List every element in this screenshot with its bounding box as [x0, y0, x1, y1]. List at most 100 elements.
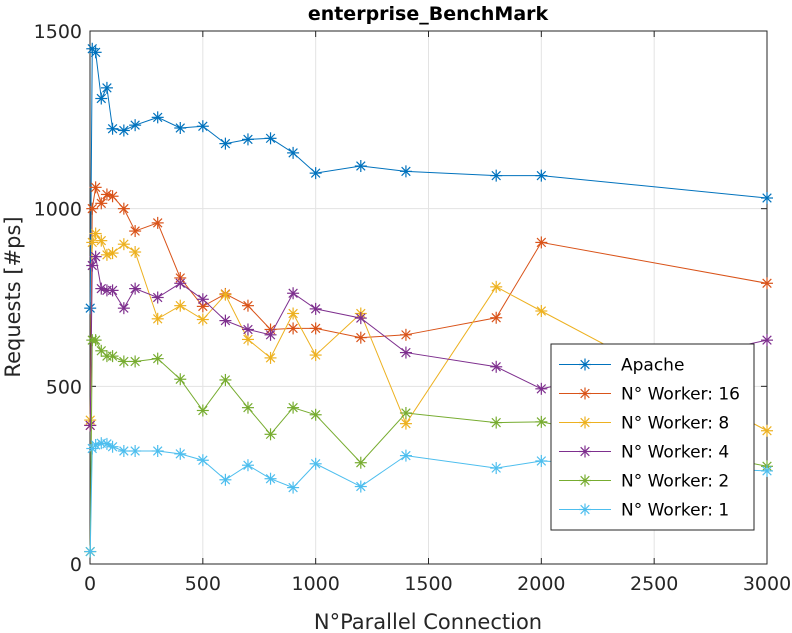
legend-label: Apache [621, 356, 684, 376]
data-point-marker [151, 445, 164, 458]
legend-item: N° Worker: 2 [559, 472, 729, 492]
data-point-marker [399, 328, 412, 341]
data-point-marker [151, 216, 164, 229]
x-tick-label: 2000 [517, 573, 565, 595]
data-point-marker [287, 287, 300, 300]
data-point-marker [309, 302, 322, 315]
series-3 [84, 250, 773, 432]
data-point-marker [579, 445, 591, 458]
data-point-marker [579, 358, 591, 371]
data-point-marker [106, 247, 119, 260]
data-point-marker [129, 225, 142, 238]
data-point-marker [89, 46, 102, 59]
data-point-marker [761, 192, 773, 205]
data-point-marker [354, 331, 367, 344]
data-point-marker [174, 299, 187, 312]
axis-ticks: 0 500 1000 1500 2000 2500 3000 0 500 1000 1500 [34, 21, 792, 595]
data-point-marker [354, 480, 367, 493]
data-point-marker [287, 481, 300, 494]
data-point-marker [151, 312, 164, 325]
data-point-marker [399, 449, 412, 462]
data-point-marker [354, 456, 367, 469]
data-point-marker [761, 464, 773, 477]
data-point-marker [196, 120, 209, 133]
data-point-marker [241, 459, 254, 472]
data-point-marker [354, 160, 367, 173]
x-tick-label: 2500 [630, 573, 678, 595]
data-point-marker [95, 197, 108, 210]
legend-box [550, 343, 755, 531]
data-point-marker [219, 314, 232, 327]
data-point-marker [399, 406, 412, 419]
series-group [84, 42, 773, 558]
data-point-marker [579, 474, 591, 487]
data-point-marker [106, 122, 119, 135]
x-tick-label: 1500 [404, 573, 452, 595]
data-point-marker [89, 250, 102, 263]
data-point-marker [309, 349, 322, 362]
data-point-marker [117, 445, 130, 458]
data-point-marker [309, 408, 322, 421]
data-point-marker [579, 416, 591, 429]
data-point-marker [174, 373, 187, 386]
data-point-marker [117, 302, 130, 315]
data-point-marker [151, 352, 164, 365]
data-point-marker [106, 190, 119, 203]
data-point-marker [490, 360, 503, 373]
data-point-marker [89, 181, 102, 194]
data-point-marker [196, 293, 209, 306]
legend-label: N° Worker: 8 [621, 414, 729, 434]
data-point-marker [129, 119, 142, 132]
data-point-marker [89, 438, 102, 451]
data-point-marker [287, 307, 300, 320]
data-point-marker [84, 419, 97, 432]
data-point-marker [219, 137, 232, 150]
data-point-marker [761, 277, 773, 290]
data-point-marker [106, 284, 119, 297]
data-point-marker [86, 259, 99, 272]
data-point-marker [535, 305, 548, 318]
y-tick-label: 1000 [34, 199, 82, 221]
data-point-marker [490, 416, 503, 429]
x-axis-label: N°Parallel Connection [314, 610, 542, 633]
data-point-marker [579, 387, 591, 400]
data-point-marker [309, 457, 322, 470]
legend-label: N° Worker: 16 [621, 385, 740, 405]
data-point-marker [535, 169, 548, 182]
y-tick-label: 0 [70, 554, 82, 576]
data-point-marker [174, 277, 187, 290]
legend-item: N° Worker: 1 [559, 501, 729, 521]
series-0 [84, 42, 773, 315]
data-point-marker [219, 373, 232, 386]
data-point-marker [117, 355, 130, 368]
x-tick-label: 3000 [743, 573, 791, 595]
data-point-marker [241, 401, 254, 414]
data-point-marker [106, 440, 119, 453]
data-point-marker [129, 445, 142, 458]
data-point-marker [86, 202, 99, 215]
data-point-marker [117, 202, 130, 215]
data-point-marker [490, 169, 503, 182]
data-point-marker [579, 503, 591, 516]
data-point-marker [241, 133, 254, 146]
data-point-marker [117, 238, 130, 251]
data-point-marker [287, 401, 300, 414]
chart-title: enterprise_BenchMark [308, 3, 549, 25]
legend-label: N° Worker: 1 [621, 501, 729, 521]
data-point-marker [129, 246, 142, 259]
data-point-marker [174, 447, 187, 460]
data-point-marker [309, 322, 322, 335]
series-5 [84, 437, 773, 558]
data-point-marker [264, 428, 277, 441]
series-2 [84, 227, 773, 437]
x-tick-label: 500 [185, 573, 221, 595]
data-point-marker [196, 313, 209, 326]
data-point-marker [86, 236, 99, 249]
data-point-marker [84, 302, 97, 315]
data-point-marker [219, 473, 232, 486]
data-point-marker [354, 312, 367, 325]
data-point-marker [151, 291, 164, 304]
data-point-marker [535, 236, 548, 249]
data-point-marker [95, 234, 108, 247]
